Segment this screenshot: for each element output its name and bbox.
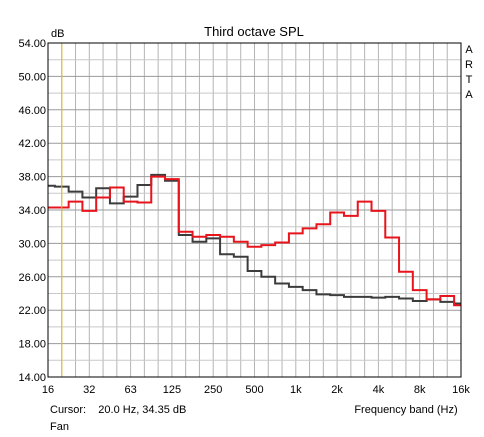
series-line-2 xyxy=(48,175,461,307)
y-tick-label: 42.00 xyxy=(18,138,46,150)
y-tick-label: 38.00 xyxy=(18,172,46,184)
y-tick-label: 22.00 xyxy=(18,305,46,317)
grid xyxy=(48,43,461,377)
x-tick-label: 63 xyxy=(124,384,136,396)
series-layer xyxy=(48,173,461,307)
y-axis-label: dB xyxy=(51,28,64,40)
plot-frame xyxy=(47,42,462,378)
cursor-readout: Cursor: 20.0 Hz, 34.35 dB xyxy=(50,404,186,416)
x-axis-label: Frequency band (Hz) xyxy=(354,404,457,416)
y-tick-label: 34.00 xyxy=(18,205,46,217)
y-tick-label: 26.00 xyxy=(18,272,46,284)
x-tick-label: 2k xyxy=(331,384,343,396)
x-tick-label: 16k xyxy=(452,384,470,396)
y-tick-label: 30.00 xyxy=(18,238,46,250)
series-line-1 xyxy=(48,173,461,305)
y-tick-label: 50.00 xyxy=(18,71,46,83)
x-tick-label: 250 xyxy=(204,384,222,396)
y-tick-labels: 14.00 18.00 22.00 26.00 30.00 34.00 38.00 42.00… xyxy=(18,38,46,384)
footer-label: Fan xyxy=(50,421,69,433)
x-tick-label: 500 xyxy=(245,384,263,396)
y-tick-label: 54.00 xyxy=(18,38,46,50)
arta-letter: A xyxy=(465,89,473,101)
arta-letter: R xyxy=(465,59,473,71)
arta-letter: A xyxy=(465,44,473,56)
y-tick-label: 46.00 xyxy=(18,105,46,117)
chart-title: Third octave SPL xyxy=(204,24,304,39)
x-tick-label: 8k xyxy=(414,384,426,396)
x-tick-label: 4k xyxy=(373,384,385,396)
y-tick-label: 14.00 xyxy=(18,372,46,384)
x-tick-label: 32 xyxy=(83,384,95,396)
x-tick-label: 1k xyxy=(290,384,302,396)
x-tick-labels: 16 32 63 125 250 500 1k 2k 4k 8k 16k xyxy=(42,384,470,396)
x-tick-label: 16 xyxy=(42,384,54,396)
x-tick-label: 125 xyxy=(163,384,181,396)
arta-letter: T xyxy=(466,74,473,86)
y-tick-label: 18.00 xyxy=(18,339,46,351)
